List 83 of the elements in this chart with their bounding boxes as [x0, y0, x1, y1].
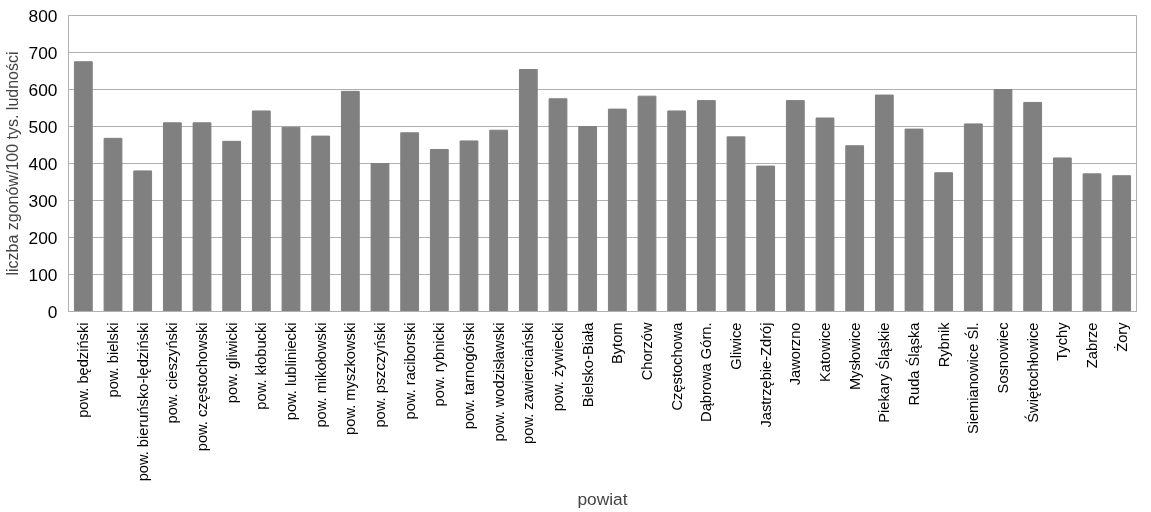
bar	[1112, 175, 1132, 312]
bar	[963, 123, 983, 312]
x-tick-label: Bytom	[609, 322, 626, 365]
x-tick-label: pow. myszkowski	[342, 322, 359, 435]
bar	[340, 90, 360, 312]
bar	[400, 132, 420, 312]
x-tick-label: pow. rybnicki	[431, 322, 448, 407]
bar	[637, 95, 657, 312]
bar	[251, 110, 271, 312]
x-tick-label: Katowice	[817, 322, 833, 382]
y-tick-label: 800	[28, 5, 58, 26]
bar	[222, 140, 242, 312]
x-tick-label: Sosnowiec	[995, 322, 1011, 394]
bar	[756, 165, 776, 312]
x-tick-label: Piekary Śląskie	[875, 322, 893, 423]
x-tick-label: pow. częstochowski	[194, 322, 210, 452]
bar	[726, 136, 746, 312]
y-axis-title: liczba zgonów/100 tys. ludności	[3, 51, 21, 276]
x-tick-label: pow. pszczyński	[372, 322, 388, 428]
x-tick-label: pow. kłobucki	[253, 322, 270, 410]
bar	[162, 122, 182, 312]
x-tick-label: Siemianowice Śl.	[964, 322, 982, 435]
x-tick-label: pow. raciborski	[401, 322, 418, 420]
y-tick-label: 300	[28, 190, 58, 211]
bar	[1082, 173, 1102, 312]
bar	[815, 117, 835, 312]
x-tick-label: Gliwice	[728, 322, 744, 370]
y-tick-label: 500	[28, 116, 58, 137]
x-axis-title: powiat	[577, 489, 628, 510]
x-tick-label: Zabrze	[1084, 322, 1100, 369]
x-tick-label: Jaworzno	[787, 322, 804, 386]
x-tick-label: pow. gliwicki	[223, 322, 240, 404]
bar	[1052, 157, 1072, 312]
bar	[281, 126, 301, 312]
bar	[874, 94, 894, 312]
x-tick-label: Dąbrowa Górn.	[698, 322, 715, 422]
bar	[370, 163, 390, 312]
x-tick-label: Jastrzębie-Zdrój	[757, 322, 774, 428]
bar	[578, 126, 598, 312]
y-tick-label: 200	[28, 227, 58, 248]
bar	[667, 110, 687, 312]
bar	[934, 172, 954, 312]
y-tick-label: 400	[28, 153, 58, 174]
x-tick-label: pow. bielski	[105, 322, 121, 398]
bar	[429, 148, 449, 312]
x-tick-label: pow. cieszyński	[164, 322, 181, 424]
bar	[607, 108, 627, 312]
bar	[311, 135, 331, 312]
bar	[459, 140, 479, 312]
y-tick-label: 100	[28, 264, 58, 285]
x-tick-label: pow. żywiecki	[550, 322, 566, 412]
bar	[696, 100, 716, 312]
bar	[192, 122, 212, 312]
x-tick-label: pow. bieruńsko-lędziński	[134, 322, 151, 482]
y-tick-label: 600	[28, 79, 58, 100]
x-tick-label: Żory	[1112, 321, 1130, 352]
x-tick-label: Ruda Śląska	[905, 321, 922, 406]
x-tick-label: pow. wodzisławski	[490, 322, 507, 442]
y-tick-label: 0	[47, 301, 58, 322]
bar	[103, 137, 123, 312]
bar	[993, 89, 1013, 312]
bar	[785, 100, 805, 312]
bar	[133, 170, 153, 312]
x-tick-label: pow. będziński	[75, 322, 92, 418]
x-tick-label: Bielsko-Biała	[579, 321, 596, 408]
bar	[1023, 101, 1043, 312]
x-tick-label: pow. lubliniecki	[283, 322, 299, 421]
y-tick-label: 700	[28, 42, 58, 63]
x-tick-label: Świętochłowice	[1023, 322, 1041, 423]
x-tick-label: pow. mikołowski	[312, 322, 329, 428]
bar	[904, 128, 924, 312]
bar	[489, 129, 509, 312]
bar	[548, 98, 568, 312]
x-tick-label: Chorzów	[639, 322, 655, 381]
bar	[518, 69, 538, 312]
x-tick-label: Mysłowice	[846, 322, 863, 391]
bar	[845, 145, 865, 312]
x-tick-label: Częstochowa	[668, 321, 685, 411]
bar	[73, 61, 93, 312]
x-tick-label: pow. zawierciański	[520, 322, 537, 444]
x-tick-label: pow. tarnogórski	[461, 322, 477, 430]
x-tick-label: Tychy	[1054, 321, 1071, 361]
x-tick-label: Rybnik	[935, 321, 952, 368]
